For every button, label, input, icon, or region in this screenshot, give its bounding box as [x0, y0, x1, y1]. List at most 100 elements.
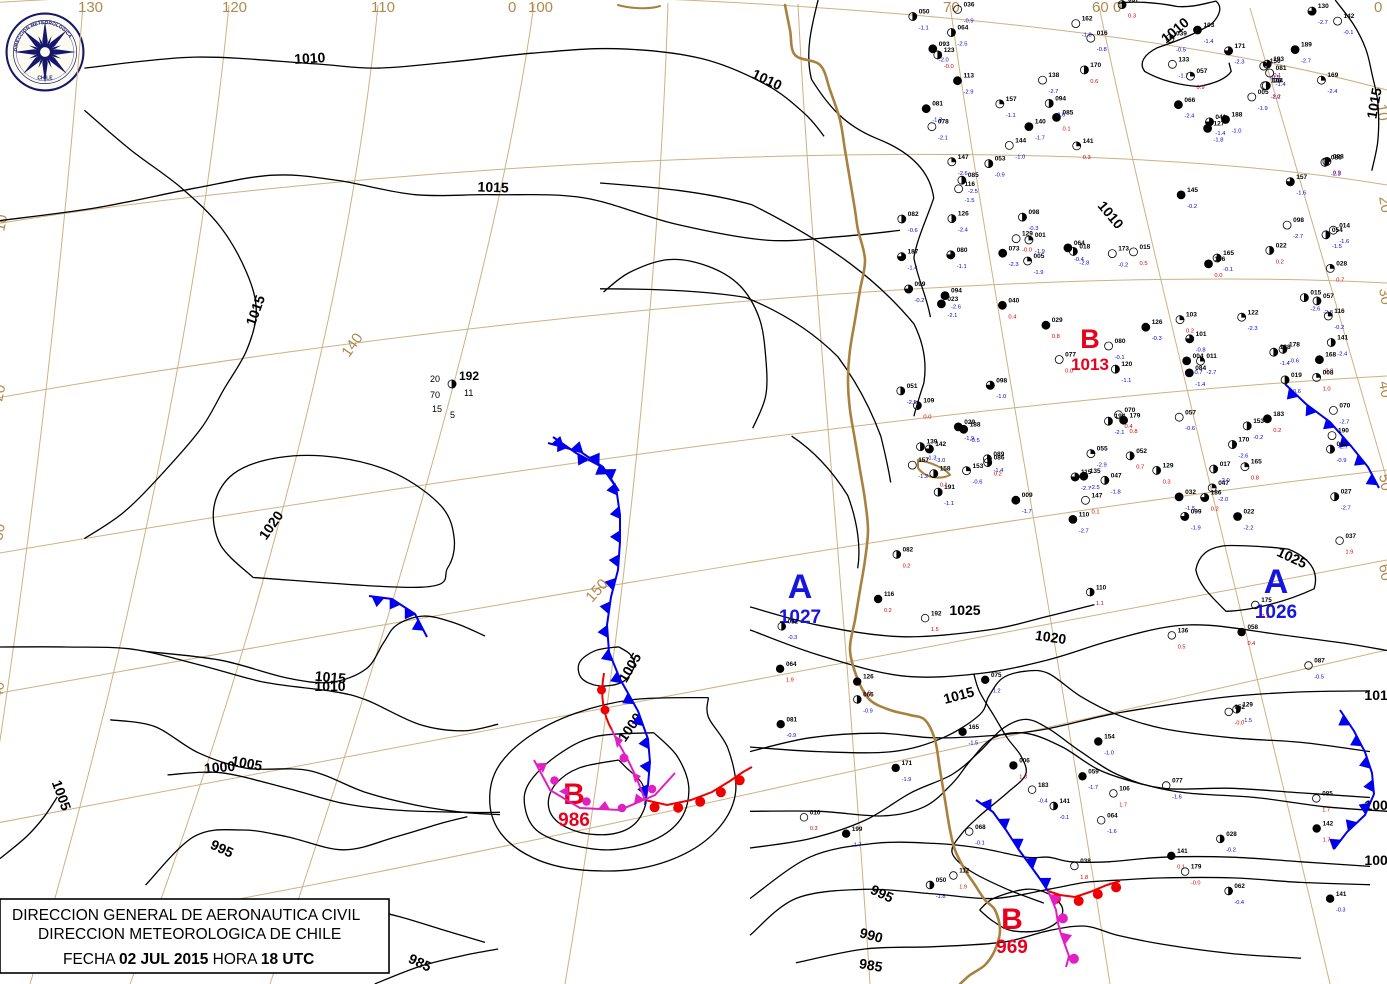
svg-text:081: 081 — [787, 716, 798, 723]
svg-text:-1.8: -1.8 — [1214, 137, 1224, 143]
svg-text:0.2: 0.2 — [884, 608, 892, 614]
svg-text:-0.2: -0.2 — [1253, 435, 1263, 441]
svg-text:-0.2: -0.2 — [1226, 848, 1236, 854]
svg-text:-1.1: -1.1 — [1121, 378, 1131, 384]
svg-text:-0.0: -0.0 — [1191, 880, 1201, 886]
svg-text:0.4: 0.4 — [1008, 314, 1017, 320]
svg-text:990: 990 — [858, 924, 885, 946]
svg-text:171: 171 — [902, 760, 913, 767]
svg-text:-0.6: -0.6 — [973, 480, 983, 486]
svg-text:005: 005 — [1258, 89, 1269, 96]
svg-text:147: 147 — [1092, 492, 1103, 499]
svg-text:-1.1: -1.1 — [919, 25, 929, 31]
svg-text:106: 106 — [1119, 786, 1130, 793]
svg-text:-1.6: -1.6 — [1172, 794, 1182, 800]
svg-text:113: 113 — [964, 73, 975, 80]
svg-text:-0.9: -0.9 — [1337, 458, 1347, 464]
svg-text:5: 5 — [450, 410, 455, 420]
svg-text:40: 40 — [0, 681, 8, 700]
svg-text:008: 008 — [1323, 370, 1334, 377]
svg-text:099: 099 — [915, 281, 926, 288]
svg-text:1015: 1015 — [242, 293, 268, 328]
svg-text:-1.7: -1.7 — [1035, 136, 1045, 142]
svg-text:036: 036 — [964, 1, 975, 8]
svg-text:-3.0: -3.0 — [935, 458, 945, 464]
svg-text:093: 093 — [939, 41, 950, 48]
svg-text:-2.3: -2.3 — [1331, 171, 1341, 177]
svg-text:094: 094 — [1055, 95, 1066, 102]
svg-text:001: 001 — [1035, 232, 1046, 239]
svg-text:064: 064 — [1107, 813, 1118, 820]
svg-text:179: 179 — [1191, 864, 1202, 871]
svg-text:-0.1: -0.1 — [975, 841, 985, 847]
svg-text:-2.0: -2.0 — [1218, 497, 1228, 503]
svg-text:-0.6: -0.6 — [1185, 426, 1195, 432]
svg-text:101: 101 — [1196, 331, 1207, 338]
svg-text:087: 087 — [1314, 658, 1325, 665]
svg-text:080: 080 — [957, 247, 968, 254]
svg-text:110: 110 — [371, 0, 395, 16]
svg-text:1020: 1020 — [1034, 627, 1067, 647]
svg-text:116: 116 — [884, 591, 895, 598]
svg-text:085: 085 — [968, 172, 979, 179]
svg-text:-2.4: -2.4 — [958, 228, 969, 234]
svg-text:60: 60 — [1092, 0, 1109, 16]
svg-text:-2.7: -2.7 — [1293, 234, 1303, 240]
svg-text:162: 162 — [1082, 16, 1093, 23]
svg-text:-1.1: -1.1 — [957, 264, 967, 270]
svg-text:0.3: 0.3 — [1083, 155, 1091, 161]
svg-text:028: 028 — [1226, 831, 1237, 838]
svg-text:-1.2: -1.2 — [991, 689, 1001, 695]
svg-text:-0.1: -0.1 — [1115, 355, 1125, 361]
svg-text:051: 051 — [907, 383, 918, 390]
svg-text:175: 175 — [1261, 597, 1272, 604]
svg-text:-2.7: -2.7 — [1318, 20, 1328, 26]
svg-text:0.7: 0.7 — [1136, 465, 1144, 471]
svg-text:068: 068 — [975, 824, 986, 831]
svg-text:-0.9: -0.9 — [863, 708, 873, 714]
svg-text:-2.6: -2.6 — [1310, 307, 1320, 313]
svg-text:0.0: 0.0 — [1214, 273, 1222, 279]
svg-text:098: 098 — [1293, 217, 1304, 224]
svg-text:135: 135 — [1090, 468, 1101, 475]
svg-text:-1.4: -1.4 — [1195, 382, 1206, 388]
svg-text:DIRECCION METEOROLOGICA DE CHI: DIRECCION METEOROLOGICA DE CHILE — [38, 926, 341, 943]
svg-text:1.9: 1.9 — [959, 884, 967, 890]
svg-text:10: 10 — [0, 213, 11, 233]
svg-text:103: 103 — [1204, 22, 1215, 29]
svg-text:037: 037 — [1346, 533, 1357, 540]
svg-text:170: 170 — [1090, 62, 1101, 69]
svg-text:969: 969 — [996, 937, 1028, 958]
svg-text:-0.4: -0.4 — [1234, 900, 1244, 906]
svg-text:-0.0: -0.0 — [1022, 248, 1032, 254]
svg-text:153: 153 — [1253, 418, 1264, 425]
svg-text:192: 192 — [459, 369, 479, 383]
svg-text:-2.7: -2.7 — [1048, 89, 1058, 95]
svg-text:050: 050 — [936, 877, 947, 884]
svg-text:1.8: 1.8 — [1080, 875, 1088, 881]
svg-text:133: 133 — [1178, 56, 1189, 63]
svg-text:-2.1: -2.1 — [938, 136, 948, 142]
svg-text:-0.4: -0.4 — [1038, 799, 1048, 805]
svg-text:052: 052 — [1235, 704, 1246, 711]
svg-text:-0.1: -0.1 — [1060, 815, 1070, 821]
svg-text:158: 158 — [940, 466, 951, 473]
svg-text:089: 089 — [993, 451, 1004, 458]
svg-text:0.7: 0.7 — [1336, 277, 1344, 283]
svg-text:40: 40 — [1375, 380, 1387, 399]
svg-text:-0.6: -0.6 — [1289, 358, 1299, 364]
svg-text:116: 116 — [1334, 308, 1345, 315]
svg-text:-0.4: -0.4 — [1074, 257, 1085, 263]
svg-text:-0.5: -0.5 — [1176, 47, 1186, 53]
svg-text:FECHA 02 JUL 2015 HORA 18 UTC: FECHA 02 JUL 2015 HORA 18 UTC — [63, 951, 314, 968]
svg-text:098: 098 — [996, 377, 1007, 384]
svg-text:183: 183 — [1273, 411, 1284, 418]
svg-text:-1.9: -1.9 — [1034, 270, 1044, 276]
svg-text:-0.7: -0.7 — [1193, 370, 1203, 376]
svg-text:30: 30 — [0, 522, 9, 541]
svg-text:-1.7: -1.7 — [852, 843, 862, 849]
svg-text:-2.5: -2.5 — [968, 189, 978, 195]
svg-text:019: 019 — [1291, 372, 1302, 379]
svg-text:047: 047 — [1111, 472, 1122, 479]
svg-text:082: 082 — [903, 547, 914, 554]
